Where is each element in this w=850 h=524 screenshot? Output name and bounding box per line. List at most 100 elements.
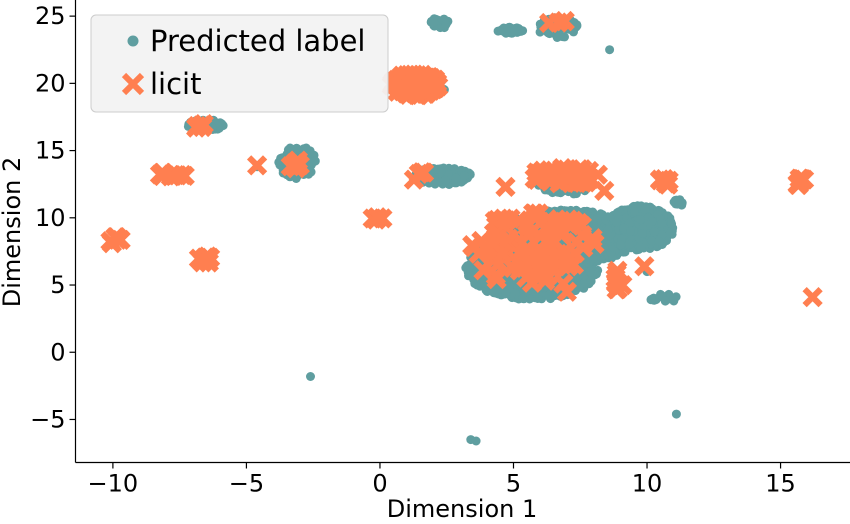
licit-point [531, 243, 552, 264]
x-tick-label: 0 [372, 470, 387, 498]
predicted-point [657, 218, 667, 228]
predicted-point [647, 236, 657, 246]
x-ticks: −10 −5 0 5 10 15 [88, 462, 796, 498]
y-ticks: −5 0 5 10 15 20 25 [30, 2, 76, 433]
predicted-point [503, 23, 512, 33]
predicted-point [616, 240, 626, 250]
predicted-point [586, 276, 596, 286]
licit-point [246, 155, 268, 176]
licit-point [395, 78, 416, 99]
licit-point [508, 210, 529, 231]
predicted-point [649, 227, 659, 237]
licit-point [554, 10, 575, 32]
licit-point [530, 226, 551, 247]
licit-point [658, 170, 679, 191]
licit-point [519, 249, 540, 271]
licit-point [564, 242, 585, 264]
x-tick-label: 15 [765, 470, 796, 498]
licit-point [556, 281, 578, 302]
licit-point [793, 169, 815, 190]
predicted-point [605, 45, 615, 55]
predicted-point [441, 19, 451, 29]
predicted-point [459, 171, 469, 181]
predicted-point [292, 173, 301, 182]
y-tick-label: 0 [50, 338, 65, 366]
predicted-point [489, 288, 499, 298]
licit-point [552, 164, 573, 185]
predicted-point [660, 296, 670, 306]
licit-point [606, 263, 627, 284]
predicted-point [430, 179, 440, 189]
y-tick-label: −5 [30, 405, 65, 433]
licit-point [200, 247, 221, 268]
licit-point [557, 209, 579, 230]
licit-point [411, 162, 433, 183]
legend-label-licit: licit [150, 67, 202, 101]
licit-point [587, 164, 609, 185]
predicted-point [667, 219, 677, 229]
predicted-point [603, 225, 613, 235]
y-tick-label: 5 [50, 271, 65, 299]
licit-point [471, 230, 492, 252]
predicted-point [637, 229, 647, 238]
licit-point [493, 208, 514, 229]
licit-point [548, 254, 569, 275]
x-tick-label: 10 [632, 470, 663, 498]
licit-point [521, 272, 543, 293]
x-tick-label: 5 [506, 470, 521, 498]
y-tick-label: 20 [35, 69, 66, 97]
legend-label-predicted: Predicted label [150, 24, 366, 58]
licit-point [287, 150, 309, 171]
predicted-point [640, 204, 650, 214]
predicted-point [440, 175, 450, 185]
licit-point [523, 203, 544, 224]
predicted-point [669, 294, 679, 304]
predicted-point [671, 409, 681, 419]
predicted-point [647, 294, 657, 304]
predicted-point [429, 17, 439, 27]
predicted-point [626, 226, 635, 236]
licit-point [101, 233, 122, 254]
predicted-point [555, 30, 565, 40]
legend-x-marker-icon [121, 72, 145, 96]
licit-point [802, 287, 823, 308]
legend-box [90, 14, 389, 113]
licit-point [502, 257, 524, 278]
predicted-point [635, 215, 645, 224]
licit-point [594, 180, 615, 202]
licit-point [634, 256, 655, 277]
predicted-point [481, 285, 491, 295]
predicted-point [509, 25, 519, 35]
predicted-point [464, 261, 474, 271]
licit-point [399, 64, 421, 85]
predicted-point [471, 436, 481, 446]
licit-point [193, 113, 214, 135]
x-tick-label: −10 [88, 470, 139, 498]
x-axis-label: Dimension 1 [387, 495, 537, 523]
licit-point [495, 176, 516, 198]
predicted-point [501, 288, 510, 298]
y-axis-label: Dimension 2 [0, 157, 26, 307]
x-tick-label: −5 [229, 470, 264, 498]
y-tick-label: 10 [35, 204, 66, 232]
data-points [100, 10, 823, 446]
predicted-point [518, 294, 528, 303]
predicted-point [451, 173, 461, 183]
legend-circle-marker-icon [127, 35, 139, 47]
y-tick-label: 15 [35, 137, 66, 165]
predicted-point [674, 199, 683, 209]
licit-point [152, 162, 173, 183]
licit-point [367, 207, 388, 228]
predicted-point [654, 236, 664, 246]
predicted-point [306, 372, 315, 381]
predicted-point [636, 243, 646, 253]
licit-point [415, 73, 436, 94]
predicted-point [612, 208, 622, 218]
axes [74, 0, 850, 464]
licit-point [536, 169, 558, 190]
predicted-point [585, 267, 595, 277]
licit-point [584, 233, 605, 254]
predicted-point [436, 166, 446, 176]
predicted-point [301, 143, 311, 153]
